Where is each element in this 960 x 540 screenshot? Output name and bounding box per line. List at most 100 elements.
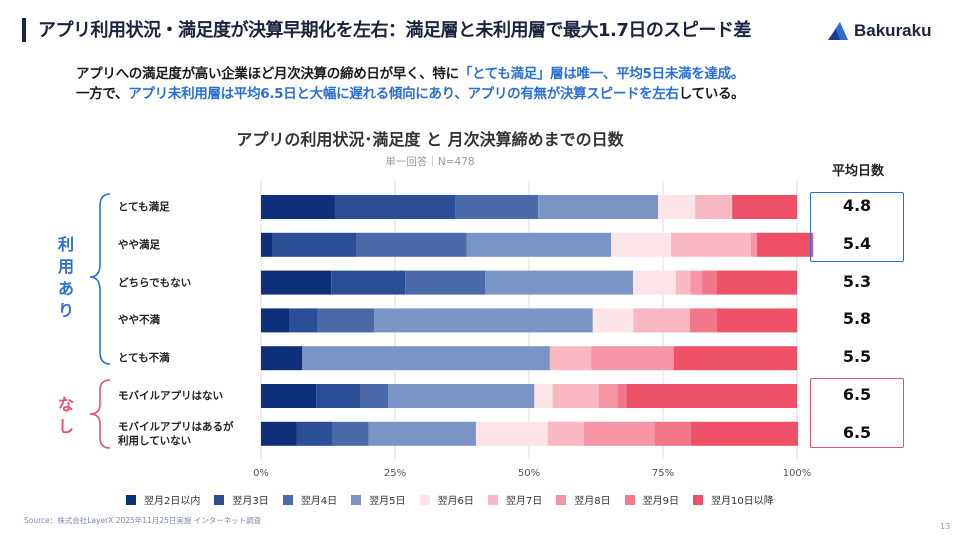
bar-segment (690, 421, 799, 446)
legend-item: 翌月8日 (556, 492, 611, 507)
category-label-line: とても不満 (118, 352, 170, 365)
legend-label: 翌月4日 (300, 496, 338, 507)
category-label-line: 利用していない (118, 434, 192, 447)
category-label-line: モバイルアプリはない (118, 390, 223, 402)
average-value: 6.5 (842, 422, 872, 442)
legend-item: 翌月4日 (282, 492, 338, 507)
x-tick-label: 50% (518, 468, 540, 479)
lead-line-1: アプリへの満足度が高い企業ほど月次決算の締め日が早く、特に「とても満足」層は唯一… (76, 64, 744, 84)
lead-line2-highlight: アプリ未利用層は平均6.5日と大幅に遅れる傾向にあり、アプリの有無が決算スピード… (128, 86, 679, 102)
page-title: アプリ利用状況・満足度が決算早期化を左右：満足層と未利用層で最大1.7日のスピー… (38, 20, 751, 41)
bar-segment (750, 232, 757, 257)
category-label-line: やや不満 (118, 314, 160, 327)
bar-segment (261, 421, 297, 446)
average-value: 5.4 (842, 233, 872, 253)
x-tick-label: 100% (783, 468, 812, 479)
bar-segment (316, 384, 361, 408)
bar-segment (332, 421, 369, 446)
highlight-box-no-app (810, 378, 904, 448)
page-number: 13 (940, 522, 951, 531)
bar-segment (654, 421, 691, 446)
bar-segment (592, 308, 634, 333)
legend-swatch (487, 494, 498, 505)
legend-swatch (624, 494, 635, 505)
bar-segment (675, 270, 691, 295)
bar-segment (538, 195, 659, 219)
bar-segment (388, 384, 535, 408)
category-label-line: やや満足 (118, 238, 160, 251)
bar-segment (272, 232, 357, 257)
bar-segment (485, 270, 633, 295)
x-tick-label: 25% (384, 468, 406, 479)
category-label: とても満足 (118, 200, 170, 214)
category-label-line: モバイルアプリはあるが (118, 420, 234, 433)
average-value: 4.8 (842, 196, 872, 215)
bar-segment (611, 232, 672, 257)
legend-item: 翌月7日 (487, 492, 542, 507)
legend-label: 翌月3日 (232, 496, 269, 507)
bar-segment (289, 308, 318, 333)
highlight-box-satisfied (810, 192, 904, 262)
logo-text: Bakuraku (854, 21, 932, 40)
bar-segment (633, 308, 690, 333)
bar-segment (296, 421, 333, 446)
legend-swatch (126, 494, 136, 505)
legend-item: 翌月9日 (624, 492, 679, 507)
legend-swatch (351, 494, 362, 505)
bar-segment (671, 232, 751, 257)
lead-line1-highlight: 「とても満足」層は唯一、平均5日未満を達成。 (458, 66, 745, 82)
bar-segment (617, 384, 627, 408)
average-value: 5.5 (842, 347, 872, 367)
group-label-use: 利用あり (57, 235, 74, 320)
bar-segment (695, 195, 733, 219)
legend-item: 翌月3日 (214, 492, 269, 507)
bar-segment (302, 346, 550, 371)
bar-segment (591, 346, 674, 371)
x-tick-label: 0% (253, 468, 269, 479)
category-label-line: とても満足 (118, 201, 170, 213)
average-value: 5.3 (842, 271, 872, 291)
bar-segment (261, 384, 317, 408)
title-accent-bar (22, 18, 26, 42)
lead-line1-plain: アプリへの満足度が高い企業ほど月次決算の締め日が早く、特に (76, 66, 459, 82)
legend-swatch (419, 494, 430, 505)
bar-segment (356, 232, 467, 257)
bar-segment (716, 270, 797, 295)
lead-line2-plain-a: 一方で、 (76, 86, 129, 102)
category-label-line: どちらでもない (118, 276, 192, 289)
chart-subtitle: 単一回答｜N=478 (385, 156, 475, 168)
bar-segment (534, 384, 553, 408)
group-label-none: なし (57, 395, 74, 436)
bar-segment (368, 421, 476, 446)
bar-segment (552, 384, 599, 408)
x-tick-label: 75% (652, 468, 674, 479)
bar-segment (598, 384, 618, 408)
bar-segment (317, 308, 375, 333)
bar-segment (756, 232, 814, 257)
bar-segment (334, 195, 456, 219)
bar-segment (261, 195, 335, 219)
legend-label: 翌月8日 (574, 496, 611, 507)
category-label: モバイルアプリはあるが 利用していない (118, 420, 234, 448)
bar-segment (626, 384, 797, 408)
chart-legend: 翌月2日以内 翌月3日 翌月4日 翌月5日 翌月6日 翌月7日 翌月8日 翌月9日 翌月10日以… (126, 492, 788, 507)
legend-item: 翌月10日以降 (693, 492, 774, 507)
bar-segment (455, 195, 539, 219)
bar-segment (360, 384, 389, 408)
category-label: とても不満 (118, 351, 170, 365)
average-days-header: 平均日数 (831, 164, 884, 179)
average-value: 6.5 (842, 385, 872, 404)
lead-line-2: 一方で、アプリ未利用層は平均6.5日と大幅に遅れる傾向にあり、アプリの有無が決算… (76, 84, 745, 104)
legend-label: 翌月5日 (369, 496, 406, 507)
bar-segment (716, 308, 797, 333)
legend-swatch (214, 494, 225, 505)
bar-segment (583, 421, 655, 446)
lead-text: アプリへの満足度が高い企業ほど月次決算の締め日が早く、特に「とても満足」層は唯一… (76, 64, 745, 104)
bar-segment (632, 270, 676, 295)
category-label: どちらでもない (118, 276, 191, 290)
legend-swatch (693, 494, 703, 505)
bar-segment (261, 232, 273, 257)
bar-segment (547, 421, 584, 446)
bar-segment (689, 308, 717, 333)
